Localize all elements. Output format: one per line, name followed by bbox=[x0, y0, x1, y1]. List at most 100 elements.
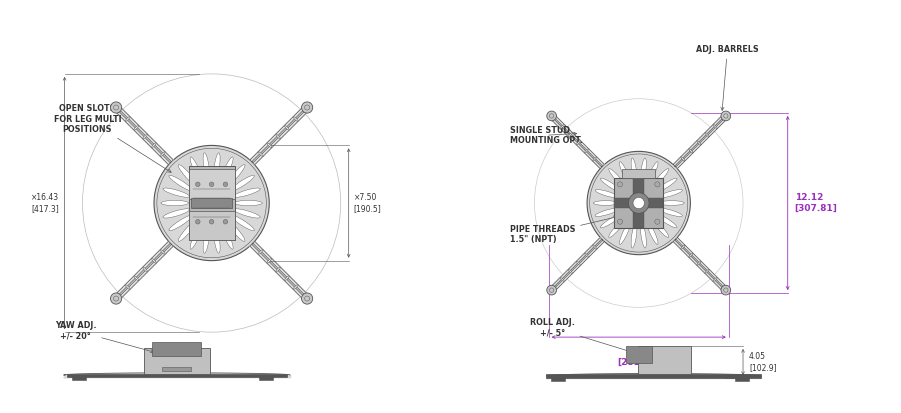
Circle shape bbox=[547, 111, 557, 121]
Ellipse shape bbox=[151, 258, 157, 263]
Ellipse shape bbox=[705, 269, 709, 273]
Ellipse shape bbox=[168, 215, 192, 231]
Ellipse shape bbox=[231, 175, 254, 191]
Ellipse shape bbox=[705, 133, 709, 137]
Circle shape bbox=[587, 152, 690, 255]
Ellipse shape bbox=[226, 164, 245, 186]
Polygon shape bbox=[551, 239, 605, 292]
Ellipse shape bbox=[696, 261, 701, 266]
Ellipse shape bbox=[214, 226, 220, 253]
Ellipse shape bbox=[142, 267, 148, 272]
Ellipse shape bbox=[609, 169, 625, 188]
Ellipse shape bbox=[713, 124, 717, 129]
Ellipse shape bbox=[659, 190, 682, 198]
Ellipse shape bbox=[258, 152, 263, 157]
Ellipse shape bbox=[593, 245, 596, 249]
Circle shape bbox=[111, 102, 122, 113]
Circle shape bbox=[721, 111, 731, 121]
Polygon shape bbox=[250, 243, 307, 301]
Ellipse shape bbox=[163, 209, 189, 218]
Ellipse shape bbox=[569, 133, 572, 137]
Ellipse shape bbox=[234, 200, 262, 206]
Ellipse shape bbox=[593, 201, 618, 205]
Circle shape bbox=[721, 285, 731, 295]
Circle shape bbox=[223, 219, 228, 224]
Circle shape bbox=[111, 293, 122, 304]
Polygon shape bbox=[550, 116, 603, 169]
Bar bbox=[162, 367, 191, 371]
Polygon shape bbox=[673, 114, 726, 167]
Bar bbox=[191, 198, 232, 208]
Ellipse shape bbox=[267, 258, 272, 263]
Bar bbox=[734, 376, 749, 381]
Ellipse shape bbox=[595, 190, 619, 198]
Circle shape bbox=[655, 219, 660, 224]
Ellipse shape bbox=[647, 161, 658, 184]
Ellipse shape bbox=[560, 124, 564, 129]
Circle shape bbox=[209, 182, 214, 187]
Polygon shape bbox=[115, 105, 173, 163]
Ellipse shape bbox=[619, 161, 631, 184]
Ellipse shape bbox=[160, 152, 165, 157]
Polygon shape bbox=[115, 243, 173, 301]
Bar bbox=[625, 346, 651, 363]
Polygon shape bbox=[675, 116, 728, 169]
Ellipse shape bbox=[142, 134, 148, 139]
Bar bbox=[72, 375, 86, 380]
Circle shape bbox=[196, 182, 200, 187]
Ellipse shape bbox=[659, 208, 682, 216]
Ellipse shape bbox=[652, 169, 669, 188]
Ellipse shape bbox=[163, 188, 189, 197]
Ellipse shape bbox=[656, 214, 677, 228]
Ellipse shape bbox=[609, 218, 625, 237]
Circle shape bbox=[223, 182, 228, 187]
Bar bbox=[614, 178, 663, 228]
Polygon shape bbox=[114, 107, 171, 165]
Ellipse shape bbox=[233, 209, 260, 218]
Text: 11.09
[281.72]: 11.09 [281.72] bbox=[617, 347, 660, 366]
Bar bbox=[188, 169, 234, 199]
Ellipse shape bbox=[160, 249, 165, 254]
Ellipse shape bbox=[134, 125, 139, 130]
Circle shape bbox=[209, 219, 214, 224]
Ellipse shape bbox=[293, 285, 298, 290]
Polygon shape bbox=[550, 237, 603, 291]
Ellipse shape bbox=[226, 220, 245, 242]
Ellipse shape bbox=[593, 157, 596, 161]
Ellipse shape bbox=[585, 149, 588, 153]
Ellipse shape bbox=[647, 222, 658, 244]
Circle shape bbox=[196, 219, 200, 224]
Ellipse shape bbox=[125, 285, 130, 290]
Text: ROLL ADJ.
+/- 5°: ROLL ADJ. +/- 5° bbox=[530, 318, 632, 353]
Ellipse shape bbox=[178, 164, 196, 186]
Bar bbox=[546, 374, 761, 378]
Ellipse shape bbox=[600, 214, 622, 228]
Ellipse shape bbox=[652, 218, 669, 237]
Ellipse shape bbox=[641, 223, 646, 248]
Text: SINGLE STUD
MOUNTING OPT.: SINGLE STUD MOUNTING OPT. bbox=[510, 126, 582, 145]
Bar bbox=[68, 373, 287, 377]
Circle shape bbox=[655, 182, 660, 187]
Ellipse shape bbox=[161, 200, 188, 206]
Ellipse shape bbox=[293, 116, 298, 121]
Ellipse shape bbox=[577, 261, 580, 266]
Ellipse shape bbox=[619, 222, 631, 244]
Ellipse shape bbox=[641, 158, 646, 183]
Text: PIPE THREADS
1.5" (NPT): PIPE THREADS 1.5" (NPT) bbox=[510, 216, 617, 244]
Polygon shape bbox=[675, 237, 728, 291]
Bar bbox=[259, 375, 273, 380]
Ellipse shape bbox=[688, 149, 693, 153]
Ellipse shape bbox=[577, 140, 580, 145]
Polygon shape bbox=[251, 241, 310, 299]
Polygon shape bbox=[673, 239, 726, 292]
Text: ADJ. BARRELS: ADJ. BARRELS bbox=[696, 45, 759, 110]
Ellipse shape bbox=[285, 276, 289, 281]
Ellipse shape bbox=[231, 215, 254, 231]
Polygon shape bbox=[251, 107, 310, 165]
Ellipse shape bbox=[134, 276, 139, 281]
Ellipse shape bbox=[285, 125, 289, 130]
Ellipse shape bbox=[214, 153, 220, 180]
Circle shape bbox=[154, 145, 269, 261]
Polygon shape bbox=[551, 114, 605, 167]
Ellipse shape bbox=[713, 278, 717, 282]
